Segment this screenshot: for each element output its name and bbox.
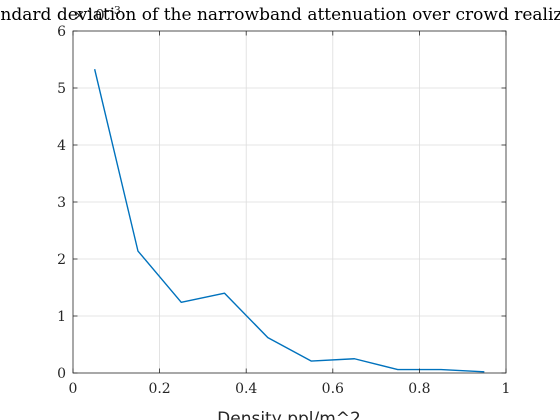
x-tick-label: 0.2 [148, 381, 170, 397]
y-tick-label: 1 [57, 309, 66, 325]
y-tick-label: 0 [57, 366, 66, 382]
tick-labels: 0 0.2 0.4 0.6 0.8 1 0 1 2 3 4 5 6 [57, 24, 510, 397]
x-tick-label: 0.4 [235, 381, 257, 397]
ticks [72, 30, 507, 374]
y-tick-label: 3 [57, 195, 66, 211]
y-tick-label: 5 [57, 81, 66, 97]
chart-title: tandard deviation of the narrowband atte… [0, 5, 560, 25]
y-exponent-base: ×10 [73, 6, 105, 24]
y-tick-label: 2 [57, 252, 66, 268]
x-axis-label: Density ppl/m^2 [217, 409, 361, 420]
x-tick-label: 0.8 [408, 381, 430, 397]
y-tick-label: 6 [57, 24, 66, 40]
y-exponent-power: −3 [105, 4, 121, 17]
x-tick-label: 0.6 [322, 381, 344, 397]
x-tick-label: 0 [69, 381, 78, 397]
y-tick-label: 4 [57, 138, 66, 154]
y-axis-exponent: ×10−3 [73, 4, 121, 24]
x-tick-label: 1 [502, 381, 511, 397]
